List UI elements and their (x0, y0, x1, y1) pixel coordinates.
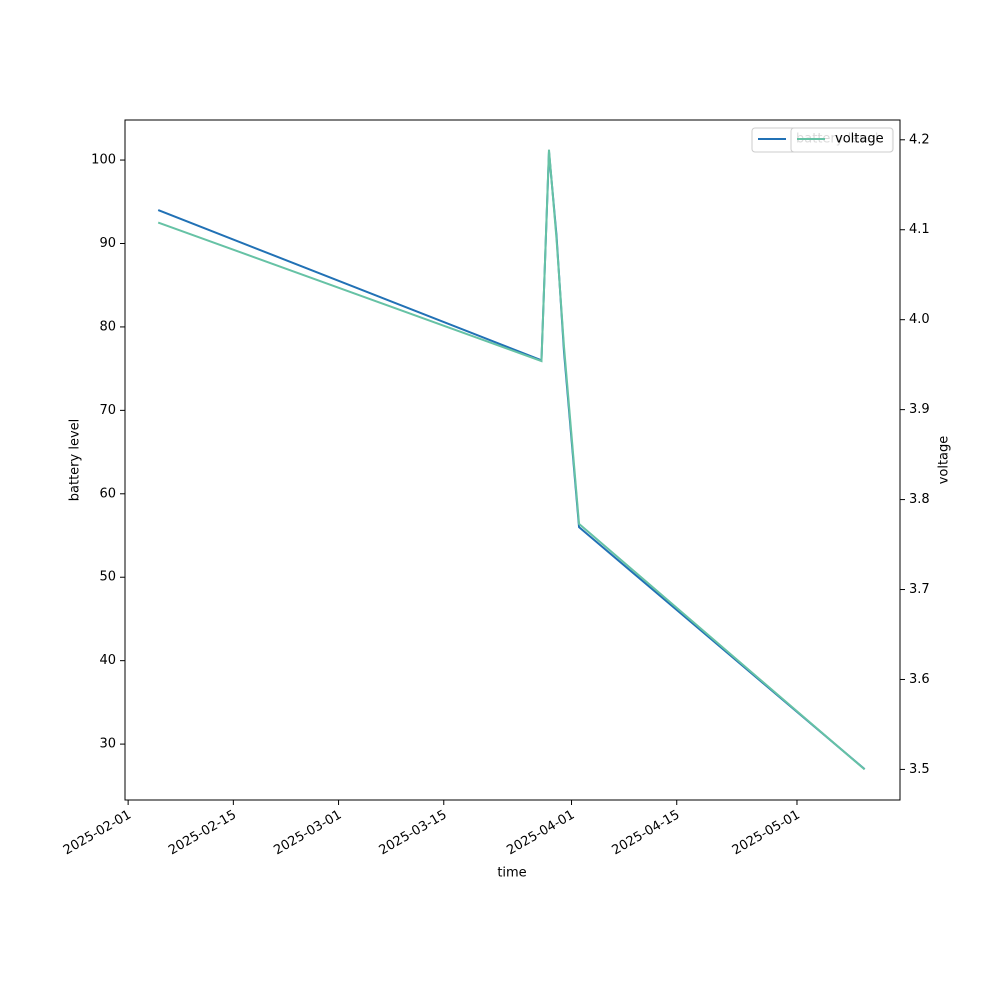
x-tick-label: 2025-04-01 (504, 808, 577, 859)
y2-tick-label: 3.8 (909, 492, 930, 507)
y2-axis-label: voltage (937, 436, 952, 485)
x-tick-label: 2025-03-15 (377, 808, 450, 859)
y-axis-label: battery level (68, 419, 83, 502)
x-tick-label: 2025-05-01 (730, 808, 803, 859)
y-tick-label: 90 (99, 236, 116, 251)
x-axis-label: time (497, 866, 526, 881)
y2-tick-label: 3.6 (909, 672, 930, 687)
x-tick-label: 2025-04-15 (610, 808, 683, 859)
series-line (157, 151, 866, 770)
x-tick-label: 2025-03-01 (271, 808, 344, 859)
y-tick-label: 40 (99, 653, 116, 668)
y2-tick-label: 3.5 (909, 762, 930, 777)
y2-tick-label: 3.7 (909, 582, 930, 597)
y2-tick-label: 4.2 (909, 132, 930, 147)
y-tick-label: 70 (99, 403, 116, 418)
x-tick-label: 2025-02-15 (166, 808, 239, 859)
y2-tick-label: 3.9 (909, 402, 930, 417)
y-tick-label: 50 (99, 570, 116, 585)
y2-tick-label: 4.1 (909, 222, 930, 237)
legend-label: voltage (835, 132, 884, 147)
y-tick-label: 60 (99, 486, 116, 501)
y-tick-label: 30 (99, 737, 116, 752)
plot-frame (124, 119, 901, 801)
y-tick-label: 80 (99, 319, 116, 334)
x-tick-label: 2025-02-01 (61, 808, 134, 859)
y-tick-label: 100 (91, 153, 116, 168)
y2-tick-label: 4.0 (909, 312, 930, 327)
legend-box (790, 127, 894, 153)
series-line (157, 149, 866, 771)
